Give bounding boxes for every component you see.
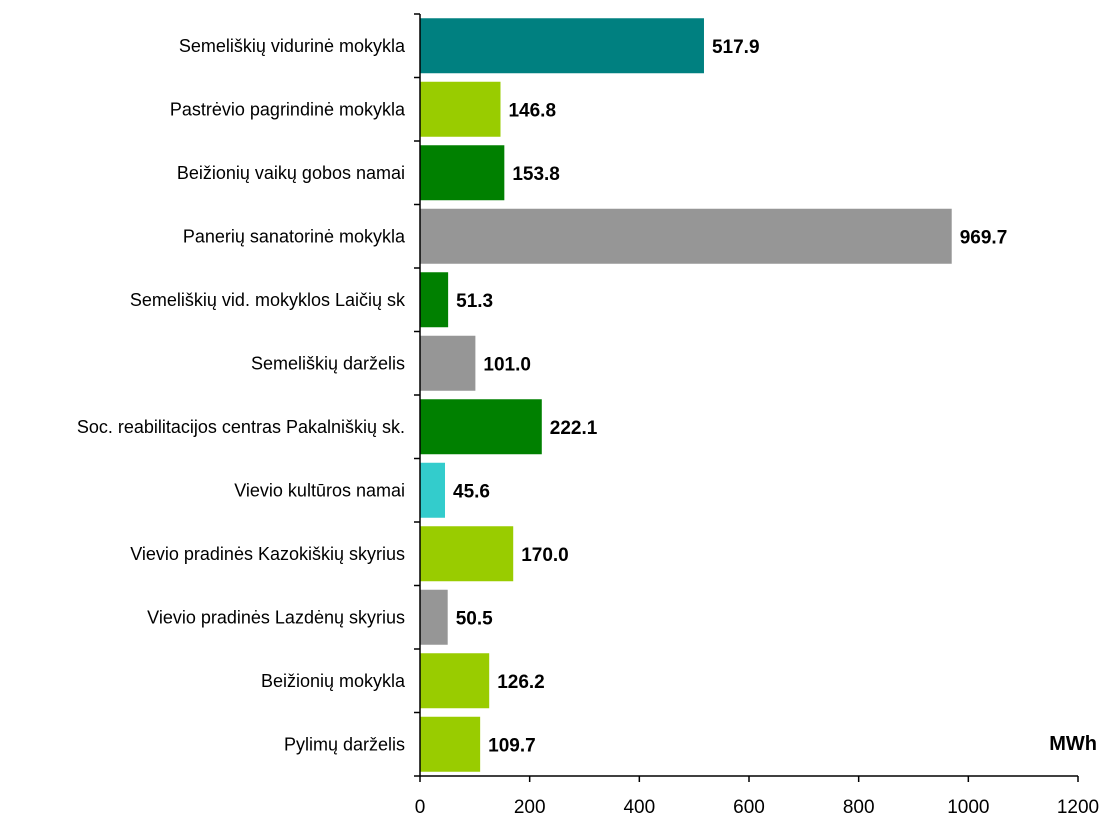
x-tick-label: 1200 xyxy=(1057,797,1099,818)
category-label: Pylimų darželis xyxy=(284,734,405,754)
category-label: Beižionių vaikų gobos namai xyxy=(177,163,405,183)
x-tick-label: 1000 xyxy=(947,797,989,818)
category-label: Beižionių mokykla xyxy=(261,671,406,691)
bar xyxy=(420,145,505,201)
x-tick-label: 400 xyxy=(623,797,655,818)
bar xyxy=(420,208,952,264)
category-label: Soc. reabilitacijos centras Pakalniškių … xyxy=(77,417,405,437)
category-label: Semeliškių vidurinė mokykla xyxy=(179,36,406,56)
value-label: 517.9 xyxy=(712,37,760,58)
category-label: Pastrėvio pagrindinė mokykla xyxy=(170,99,406,119)
value-label: 222.1 xyxy=(550,418,598,439)
value-label: 51.3 xyxy=(456,291,493,312)
value-label: 146.8 xyxy=(508,100,556,121)
bar xyxy=(420,526,514,582)
bars-group xyxy=(420,18,952,772)
bar xyxy=(420,462,446,518)
value-label: 170.0 xyxy=(521,545,569,566)
x-tick-label: 600 xyxy=(733,797,765,818)
category-label: Vievio pradinės Lazdėnų skyrius xyxy=(147,607,405,627)
category-label: Semeliškių darželis xyxy=(251,353,405,373)
value-label: 969.7 xyxy=(960,227,1008,248)
x-tick-label: 200 xyxy=(514,797,546,818)
bar xyxy=(420,81,501,137)
unit-label: MWh xyxy=(1049,733,1097,755)
bar xyxy=(420,272,449,328)
x-tick-label: 0 xyxy=(415,797,426,818)
bar xyxy=(420,716,481,772)
value-labels-group: 517.9 146.8 153.8 969.7 51.3 101.0 222.1 45.6 17… xyxy=(453,37,1007,757)
value-label: 50.5 xyxy=(456,608,493,629)
category-label: Panerių sanatorinė mokykla xyxy=(183,226,406,246)
bar xyxy=(420,335,476,391)
category-label: Vievio kultūros namai xyxy=(234,480,405,500)
category-label: Semeliškių vid. mokyklos Laičių sk xyxy=(130,290,406,310)
axes-group: 0 200 400 600 800 1000 1200 xyxy=(414,13,1099,818)
value-label: 109.7 xyxy=(488,735,536,756)
category-label: Vievio pradinės Kazokiškių skyrius xyxy=(130,544,405,564)
bar xyxy=(420,589,448,645)
bar xyxy=(420,18,704,74)
value-label: 45.6 xyxy=(453,481,490,502)
bar xyxy=(420,653,490,709)
bar xyxy=(420,399,542,455)
value-label: 101.0 xyxy=(483,354,531,375)
category-labels-group: Semeliškių vidurinė mokykla Pastrėvio pag… xyxy=(77,36,406,755)
value-label: 153.8 xyxy=(512,164,560,185)
value-label: 126.2 xyxy=(497,672,545,693)
x-tick-label: 800 xyxy=(843,797,875,818)
